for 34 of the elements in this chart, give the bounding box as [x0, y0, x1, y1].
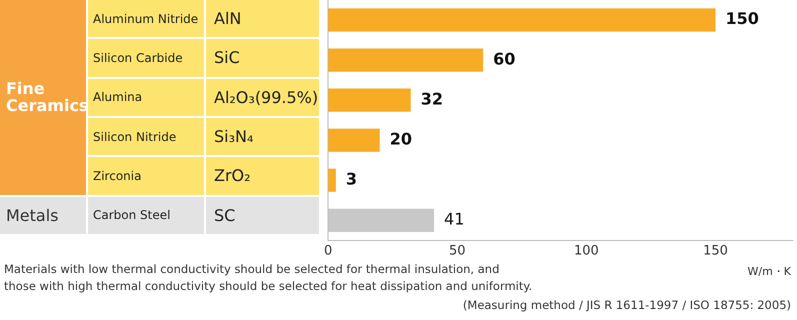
bar — [328, 8, 716, 32]
y-tick-label: SiC — [206, 39, 321, 79]
text: those with high thermal conductivity should be selected for heat dissipation and uniformity. — [4, 279, 532, 293]
x-axis-title: W/m・K — [747, 264, 791, 279]
data-label: 3 — [346, 169, 358, 188]
y-tick-label: SC — [206, 196, 321, 236]
x-tick-label: 150 — [703, 244, 728, 259]
text: Silicon Nitride — [88, 118, 206, 158]
data-label: 32 — [420, 89, 444, 108]
data-label: 60 — [493, 49, 516, 68]
text: Zirconia — [88, 157, 206, 197]
x-tick-label: 50 — [448, 244, 466, 259]
data-label: 41 — [444, 210, 464, 229]
bar — [328, 48, 484, 72]
y-tick-label: Si₃N₄ — [206, 118, 321, 158]
data-label: 20 — [390, 129, 412, 148]
bar — [328, 208, 434, 232]
x-tick-label: 100 — [574, 244, 599, 259]
bar — [328, 168, 336, 192]
y-tick-label: Al₂O₃(99.5%) — [206, 78, 321, 118]
text: Fine Ceramics — [0, 0, 88, 197]
text: Aluminum Nitride — [88, 0, 206, 40]
text: Alumina — [88, 78, 206, 118]
text: (Measuring method / JIS R 1611-1997 / ISO 18755: 2005) — [462, 298, 791, 312]
y-tick-label: ZrO₂ — [206, 157, 321, 197]
text: Carbon Steel — [88, 196, 206, 236]
text: Metals — [0, 196, 88, 236]
y-tick-label: AlN — [206, 0, 321, 40]
text: Silicon Carbide — [88, 39, 206, 79]
data-label: 150 — [726, 9, 759, 28]
bar — [328, 88, 411, 112]
bar — [328, 128, 380, 152]
text: Materials with low thermal conductivity should be selected for thermal insulation, and — [4, 262, 500, 276]
x-tick-label: 0 — [324, 244, 332, 259]
